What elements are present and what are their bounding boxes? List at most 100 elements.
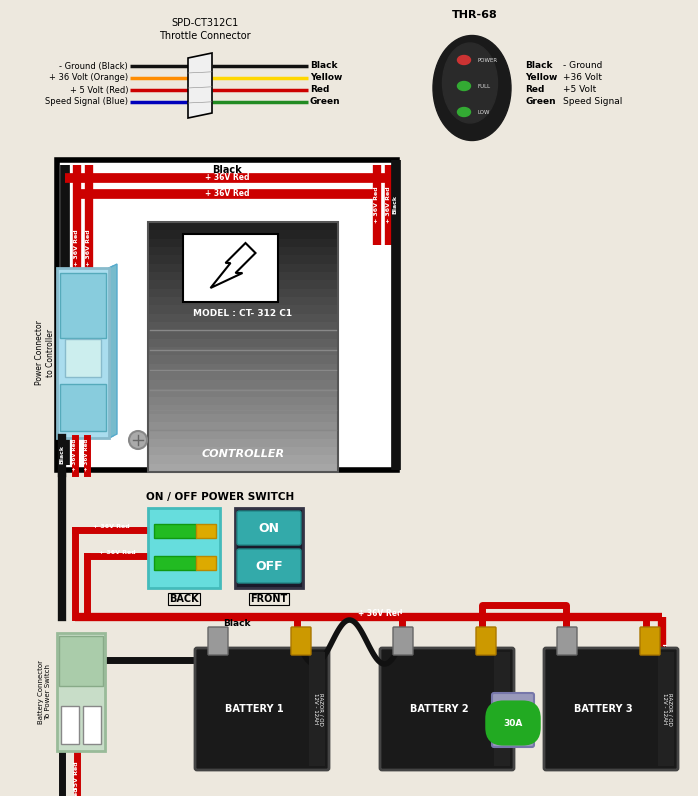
Bar: [148, 455, 338, 465]
Text: + 5 Volt (Red): + 5 Volt (Red): [70, 85, 128, 95]
Polygon shape: [109, 264, 117, 438]
Text: Yellow: Yellow: [310, 73, 343, 83]
Ellipse shape: [443, 43, 498, 123]
Text: FULL: FULL: [477, 84, 490, 88]
FancyBboxPatch shape: [195, 648, 329, 770]
Text: RAZOR / OD
12V - 12AH: RAZOR / OD 12V - 12AH: [498, 693, 508, 725]
Bar: [148, 239, 338, 248]
Polygon shape: [109, 266, 113, 438]
FancyBboxPatch shape: [476, 627, 496, 655]
Polygon shape: [188, 53, 212, 118]
Bar: [148, 364, 338, 373]
Bar: [60, 384, 106, 431]
FancyBboxPatch shape: [492, 693, 534, 747]
Text: RAZOR / OD
12V - 12AH: RAZOR / OD 12V - 12AH: [313, 693, 323, 725]
FancyBboxPatch shape: [237, 549, 301, 583]
Text: Speed Signal: Speed Signal: [563, 97, 623, 107]
Text: OFF: OFF: [255, 560, 283, 572]
Text: Green: Green: [525, 97, 556, 107]
Bar: [154, 524, 196, 538]
Bar: [658, 652, 674, 766]
Text: + 36V Red: + 36V Red: [99, 551, 136, 556]
Text: Red: Red: [525, 85, 544, 95]
Text: Red: Red: [310, 85, 329, 95]
Bar: [148, 247, 338, 256]
Bar: [148, 289, 338, 298]
Bar: [60, 273, 106, 338]
Bar: [59, 636, 103, 685]
Bar: [148, 380, 338, 390]
Text: Speed Signal (Blue): Speed Signal (Blue): [45, 97, 128, 107]
Text: BATTERY 3: BATTERY 3: [574, 704, 632, 714]
Text: +5 Volt: +5 Volt: [563, 85, 596, 95]
Bar: [148, 222, 338, 472]
Bar: [148, 372, 338, 381]
Text: + 36V Red: + 36V Red: [87, 229, 91, 266]
Bar: [148, 280, 338, 290]
Text: + 36V Red: + 36V Red: [73, 439, 77, 471]
Bar: [148, 230, 338, 240]
Text: + 36V Red: + 36V Red: [205, 189, 249, 198]
FancyBboxPatch shape: [557, 627, 577, 655]
Text: ON / OFF POWER SWITCH: ON / OFF POWER SWITCH: [146, 492, 294, 502]
Bar: [148, 347, 338, 357]
Ellipse shape: [129, 431, 147, 449]
Bar: [148, 338, 338, 348]
Text: Battery Connector
To Power Switch: Battery Connector To Power Switch: [38, 660, 52, 724]
Text: 30A: 30A: [503, 719, 523, 728]
Bar: [148, 272, 338, 281]
Text: Black: Black: [525, 61, 553, 71]
Bar: [148, 508, 220, 588]
Text: Black: Black: [212, 165, 242, 175]
Text: - Ground: - Ground: [563, 61, 602, 71]
Text: Black: Black: [62, 284, 68, 306]
Text: + 36V Red: + 36V Red: [387, 187, 392, 224]
Text: + 36V Red: + 36V Red: [358, 610, 402, 618]
Bar: [148, 330, 338, 340]
FancyBboxPatch shape: [291, 627, 311, 655]
Bar: [57, 633, 105, 751]
Bar: [196, 556, 216, 570]
Text: + 36V Red: + 36V Red: [94, 525, 130, 529]
Ellipse shape: [433, 36, 511, 141]
Text: FRONT: FRONT: [251, 594, 288, 604]
Text: CONTROLLER: CONTROLLER: [202, 449, 285, 459]
Polygon shape: [211, 243, 255, 288]
Ellipse shape: [457, 81, 470, 91]
Bar: [148, 431, 338, 439]
Text: SPD-CT312C1
Throttle Connector: SPD-CT312C1 Throttle Connector: [159, 18, 251, 41]
Text: Black: Black: [392, 196, 397, 214]
Text: Black: Black: [59, 446, 64, 465]
Text: + 36 Volt (Orange): + 36 Volt (Orange): [49, 73, 128, 83]
FancyBboxPatch shape: [237, 511, 301, 545]
Bar: [494, 652, 510, 766]
Bar: [148, 322, 338, 331]
Text: + 36V Red: + 36V Red: [75, 229, 80, 266]
Bar: [235, 508, 303, 588]
Text: + 36V Red: + 36V Red: [664, 644, 669, 681]
Text: MODEL : CT- 312 C1: MODEL : CT- 312 C1: [193, 310, 292, 318]
Bar: [148, 355, 338, 365]
Bar: [148, 422, 338, 431]
Text: ON: ON: [258, 521, 279, 534]
FancyBboxPatch shape: [640, 627, 660, 655]
Bar: [183, 234, 278, 302]
Text: RAZOR / OD
12V - 12AH: RAZOR / OD 12V - 12AH: [662, 693, 672, 725]
Bar: [61, 706, 79, 744]
Bar: [148, 414, 338, 423]
FancyBboxPatch shape: [393, 627, 413, 655]
FancyBboxPatch shape: [57, 268, 109, 438]
Text: Black: Black: [310, 61, 338, 71]
Bar: [148, 263, 338, 273]
Bar: [148, 388, 338, 398]
Text: BATTERY 1: BATTERY 1: [225, 704, 283, 714]
Bar: [154, 556, 196, 570]
Bar: [148, 439, 338, 448]
Text: + 35V Red: + 35V Red: [75, 762, 80, 796]
FancyBboxPatch shape: [380, 648, 514, 770]
Text: Black: Black: [223, 619, 251, 628]
Text: + 36V Red: + 36V Red: [375, 187, 380, 224]
Bar: [83, 706, 101, 744]
Ellipse shape: [457, 56, 470, 64]
Ellipse shape: [457, 107, 470, 116]
